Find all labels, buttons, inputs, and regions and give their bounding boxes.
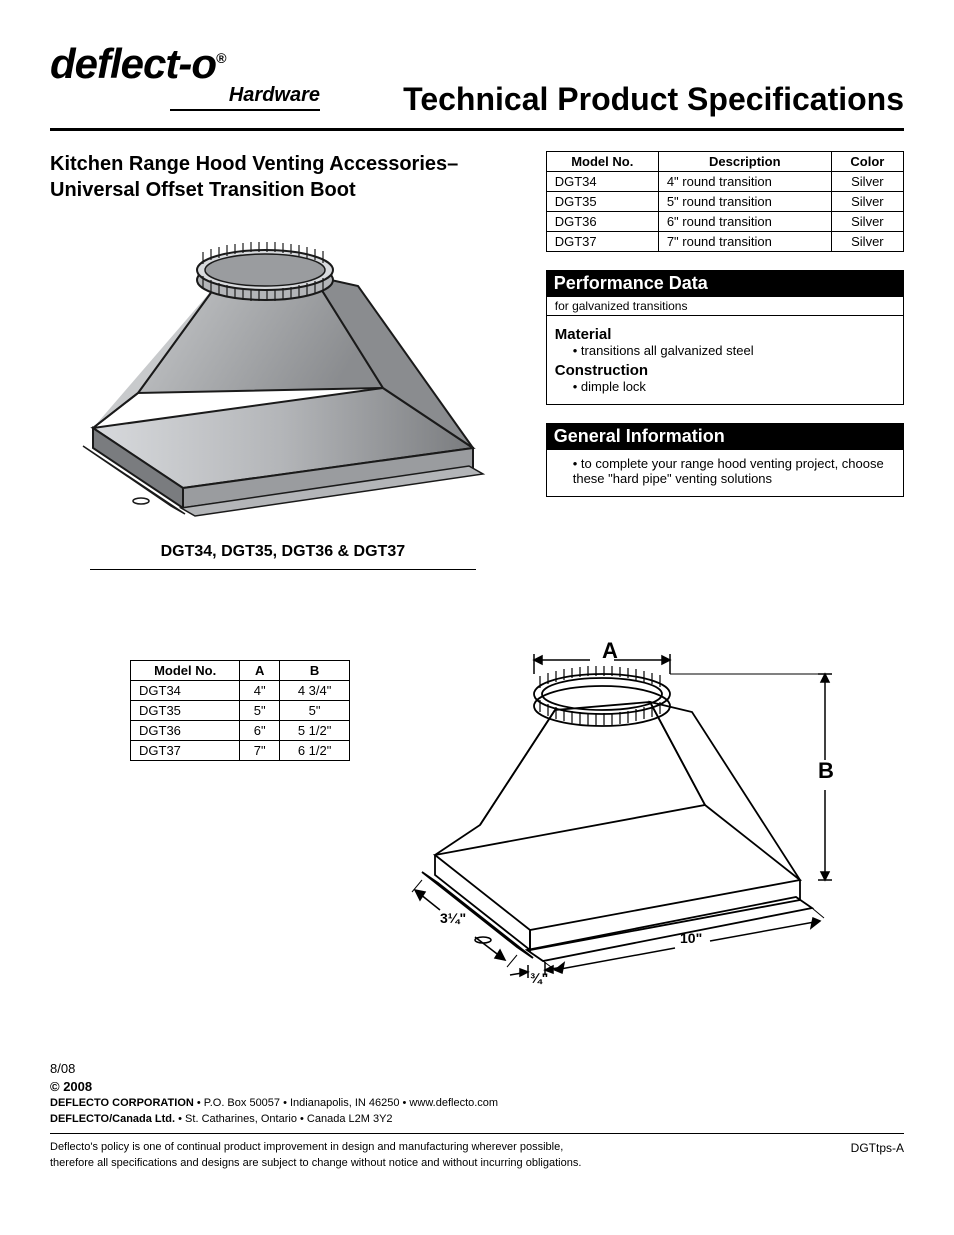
dim-th-a: A [240, 661, 280, 681]
footer-canada: DEFLECTO/Canada Ltd. • St. Catharines, O… [50, 1112, 904, 1127]
material-heading: Material [555, 326, 895, 343]
product-heading: Kitchen Range Hood Venting Accessories– … [50, 151, 516, 203]
dim-th-model: Model No. [131, 661, 240, 681]
product-heading-line2: Universal Offset Transition Boot [50, 179, 356, 201]
dim-label-a: A [602, 638, 618, 664]
construction-heading: Construction [555, 362, 895, 379]
footer-corp: DEFLECTO CORPORATION • P.O. Box 50057 • … [50, 1096, 904, 1111]
model-caption: DGT34, DGT35, DGT36 & DGT37 [90, 543, 476, 570]
table-row: DGT366" round transitionSilver [546, 212, 903, 232]
product-illustration [50, 223, 516, 533]
dim-label-width: 10" [680, 930, 702, 946]
material-item: transitions all galvanized steel [573, 343, 895, 358]
right-column: Model No. Description Color DGT344" roun… [546, 151, 904, 570]
top-section: Kitchen Range Hood Venting Accessories– … [50, 151, 904, 570]
performance-block: Material transitions all galvanized stee… [546, 316, 904, 405]
spec-table: Model No. Description Color DGT344" roun… [546, 151, 904, 252]
spec-th-desc: Description [658, 152, 831, 172]
header: deflect-o® Hardware Technical Product Sp… [50, 40, 904, 118]
product-heading-line1: Kitchen Range Hood Venting Accessories– [50, 153, 458, 175]
table-row: DGT344"4 3/4" [131, 681, 350, 701]
footer: 8/08 © 2008 DEFLECTO CORPORATION • P.O. … [50, 1060, 904, 1171]
footer-doc-code: DGTtps-A [851, 1140, 904, 1171]
dimension-table: Model No. A B DGT344"4 3/4" DGT355"5" DG… [130, 660, 350, 761]
dim-th-b: B [280, 661, 350, 681]
dim-label-b: B [818, 758, 834, 784]
table-row: DGT377"6 1/2" [131, 741, 350, 761]
table-row: DGT366"5 1/2" [131, 721, 350, 741]
spec-th-model: Model No. [546, 152, 658, 172]
table-row: DGT355"5" [131, 701, 350, 721]
dim-label-depth: 3¼" [440, 910, 466, 926]
divider [50, 128, 904, 131]
dim-label-flange: ¾" [530, 970, 548, 986]
general-info-item: to complete your range hood venting proj… [573, 456, 895, 486]
performance-subheader: for galvanized transitions [546, 297, 904, 316]
spec-th-color: Color [831, 152, 903, 172]
footer-policy: Deflecto's policy is one of continual pr… [50, 1140, 581, 1171]
logo-subtext: Hardware [170, 84, 320, 111]
footer-bottom: Deflecto's policy is one of continual pr… [50, 1140, 904, 1171]
construction-item: dimple lock [573, 379, 895, 394]
table-row: DGT377" round transitionSilver [546, 232, 903, 252]
table-row: DGT355" round transitionSilver [546, 192, 903, 212]
footer-copyright: © 2008 [50, 1078, 904, 1096]
footer-divider [50, 1133, 904, 1134]
general-info-block: to complete your range hood venting proj… [546, 450, 904, 497]
registered-icon: ® [216, 50, 225, 66]
dimension-table-wrap: Model No. A B DGT344"4 3/4" DGT355"5" DG… [130, 660, 350, 761]
bottom-section: Model No. A B DGT344"4 3/4" DGT355"5" DG… [50, 630, 904, 980]
left-column: Kitchen Range Hood Venting Accessories– … [50, 151, 516, 570]
dimension-diagram: A B 10" 3¼" ¾" [380, 630, 904, 980]
table-row: DGT344" round transitionSilver [546, 172, 903, 192]
performance-header: Performance Data [546, 270, 904, 297]
general-info-header: General Information [546, 423, 904, 450]
footer-date: 8/08 [50, 1060, 904, 1078]
